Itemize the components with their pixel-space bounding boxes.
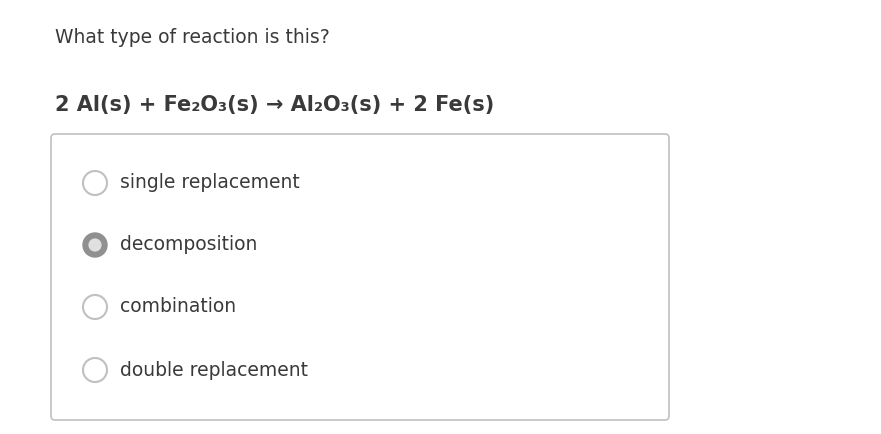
Text: combination: combination <box>120 297 236 316</box>
Text: decomposition: decomposition <box>120 236 257 254</box>
Circle shape <box>83 233 107 257</box>
FancyBboxPatch shape <box>51 134 669 420</box>
Text: single replacement: single replacement <box>120 174 300 193</box>
Circle shape <box>88 238 101 252</box>
Text: What type of reaction is this?: What type of reaction is this? <box>55 28 329 47</box>
Text: 2 Al(s) + Fe₂O₃(s) → Al₂O₃(s) + 2 Fe(s): 2 Al(s) + Fe₂O₃(s) → Al₂O₃(s) + 2 Fe(s) <box>55 95 494 115</box>
Text: double replacement: double replacement <box>120 361 308 379</box>
